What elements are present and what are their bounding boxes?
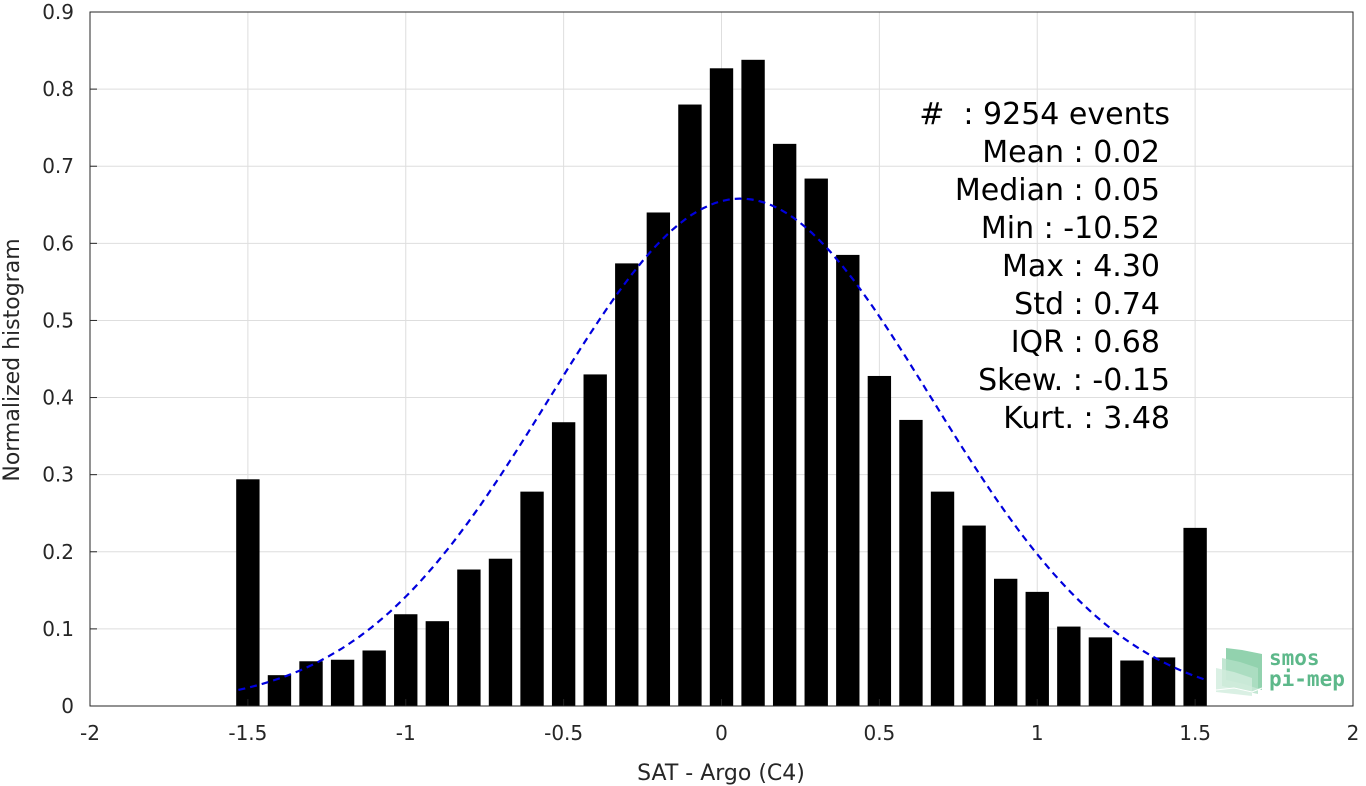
y-tick-label: 0.5 — [42, 308, 74, 332]
y-tick-label: 0.2 — [42, 540, 74, 564]
stat-mean: Mean : 0.02 — [982, 135, 1160, 170]
y-tick-label: 0.8 — [42, 77, 74, 101]
logo-waves-icon — [1215, 648, 1263, 696]
histogram-bar — [425, 621, 450, 706]
x-tick-label: 0.5 — [863, 721, 895, 745]
histogram-bar — [709, 68, 734, 706]
y-axis: 0 0.1 0.2 0.3 0.4 0.5 0.6 0.7 0.8 0.9 — [42, 0, 97, 718]
histogram-bar — [804, 178, 828, 706]
statistics-box: # : 9254 events Mean : 0.02 Median : 0.0… — [919, 97, 1170, 436]
y-tick-label: 0.4 — [42, 386, 74, 410]
histogram-bar — [646, 212, 671, 706]
y-tick-label: 0.7 — [42, 154, 74, 178]
histogram-bar — [772, 143, 797, 707]
histogram-bar — [1183, 527, 1207, 706]
histogram-bar — [267, 675, 292, 706]
x-tick-label: -1 — [396, 721, 416, 745]
histogram-bar — [678, 104, 702, 707]
histogram-bar — [488, 558, 513, 706]
histogram-bar — [1057, 626, 1081, 706]
y-axis-label: Normalized histogram — [0, 238, 25, 481]
x-tick-label: 0 — [715, 721, 728, 745]
smos-pi-mep-logo: smos pi-mep — [1215, 646, 1345, 696]
x-tick-label: 2 — [1347, 721, 1360, 745]
histogram-bar — [836, 254, 860, 706]
histogram-bar — [867, 375, 892, 706]
bars — [236, 59, 1207, 707]
histogram-bar — [1120, 660, 1144, 706]
x-axis-label: SAT - Argo (C4) — [637, 761, 805, 786]
y-tick-label: 0.1 — [42, 617, 74, 641]
logo-text-pi-mep: pi-mep — [1269, 667, 1345, 691]
histogram-bar — [930, 491, 955, 706]
y-tick-label: 0.3 — [42, 463, 74, 487]
stat-iqr: IQR : 0.68 — [1011, 325, 1160, 360]
y-tick-label: 0 — [61, 694, 74, 718]
stat-median: Median : 0.05 — [955, 173, 1160, 208]
histogram-bar — [1151, 657, 1176, 706]
x-axis: -2 -1.5 -1 -0.5 0 0.5 1 1.5 2 — [80, 699, 1359, 745]
y-tick-label: 0.9 — [42, 0, 74, 24]
histogram-bar — [330, 659, 355, 706]
histogram-bar — [457, 569, 481, 706]
x-tick-label: -1.5 — [228, 721, 267, 745]
stat-max: Max : 4.30 — [1002, 249, 1160, 284]
histogram-bar — [899, 419, 923, 706]
x-tick-label: 1.5 — [1179, 721, 1211, 745]
logo-text-smos: smos — [1269, 646, 1320, 670]
stat-std: Std : 0.74 — [1014, 287, 1160, 322]
histogram-bar — [520, 491, 544, 706]
histogram-bar — [394, 614, 418, 706]
histogram-bar — [1025, 591, 1049, 706]
x-tick-label: 1 — [1031, 721, 1044, 745]
stat-min: Min : -10.52 — [981, 211, 1160, 246]
x-tick-label: -2 — [80, 721, 100, 745]
histogram-bar — [362, 650, 386, 706]
normal-fit-curve — [238, 197, 1205, 691]
x-tick-label: -0.5 — [544, 721, 583, 745]
histogram-bar — [993, 578, 1018, 706]
histogram-bar — [741, 59, 765, 706]
histogram-bar — [1088, 637, 1113, 706]
histogram-bar — [583, 374, 607, 706]
stat-skew: Skew. : -0.15 — [978, 363, 1170, 398]
histogram-bar — [962, 525, 986, 706]
histogram-bar — [551, 422, 576, 706]
y-tick-label: 0.6 — [42, 231, 74, 255]
histogram-bar — [236, 479, 260, 706]
stat-kurt: Kurt. : 3.48 — [1003, 401, 1170, 436]
histogram-bar — [299, 661, 323, 706]
histogram-bar — [615, 263, 639, 706]
stat-events: # : 9254 events — [919, 97, 1170, 132]
